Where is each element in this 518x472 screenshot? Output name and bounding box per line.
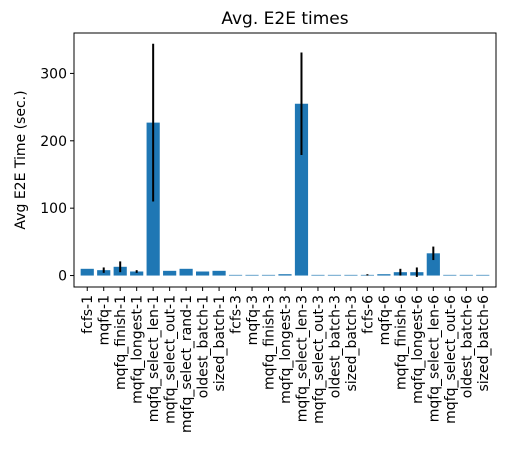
x-tick-label: mqfq_select_len-1: [146, 295, 162, 422]
bar-fcfs-3: [228, 274, 243, 276]
bar-mqfq_longest-3: [278, 274, 292, 276]
y-tick-label: 300: [40, 66, 67, 82]
bar-sized_batch-3: [344, 274, 358, 276]
y-tick-label: 100: [40, 201, 67, 217]
x-tick-label: mqfq_longest-6: [410, 295, 426, 404]
y-axis: 0 100 200 300: [40, 66, 74, 285]
y-tick-label: 0: [58, 269, 67, 285]
bar-mqfq_select_out-1: [163, 270, 177, 276]
x-tick-label: mqfq_finish-3: [262, 295, 278, 390]
error-bars-group: [102, 43, 435, 277]
x-tick-label: sized_batch-6: [476, 295, 492, 392]
bar-fcfs-1: [80, 268, 94, 276]
bar-mqfq_select_out-3: [311, 274, 325, 276]
x-tick-label: oldest_batch-1: [196, 295, 212, 398]
x-tick-label: mqfq-1: [97, 295, 113, 345]
x-tick-label: oldest_batch-3: [327, 295, 343, 398]
x-tick-label: fcfs-3: [229, 295, 245, 334]
bar-oldest_batch-3: [327, 274, 342, 276]
x-tick-label: mqfq_select_rand-1: [179, 295, 195, 433]
plot-frame: [73, 32, 497, 288]
chart-title: Avg. E2E times: [221, 9, 348, 29]
bars-group: [80, 103, 490, 276]
bar-mqfq-6: [377, 274, 391, 276]
x-tick-label: fcfs-1: [80, 295, 96, 334]
bar-oldest_batch-6: [459, 274, 473, 276]
x-tick-label: mqfq_select_out-3: [311, 295, 327, 424]
bar-mqfq_select_len-6: [426, 253, 440, 276]
y-axis-label: Avg E2E Time (sec.): [13, 90, 29, 229]
x-tick-label: mqfq_select_out-6: [443, 295, 459, 424]
x-tick-label: fcfs-6: [360, 295, 376, 334]
x-tick-label: mqfq_finish-1: [113, 295, 129, 390]
bar-mqfq_longest-1: [130, 271, 144, 276]
x-tick-label: mqfq-6: [377, 295, 393, 345]
bar-mqfq_select_len-3: [294, 103, 309, 276]
bar-mqfq-1: [97, 270, 111, 276]
x-tick-label: mqfq_select_out-1: [163, 295, 179, 424]
bar-mqfq_select_rand-1: [179, 268, 193, 276]
bar-mqfq-3: [245, 274, 259, 276]
bar-mqfq_finish-3: [261, 274, 276, 276]
x-tick-label: mqfq_longest-3: [278, 295, 294, 404]
x-axis: fcfs-1 mqfq-1 mqfq_finish-1 mqfq_longest-1 m…: [80, 287, 492, 433]
x-tick-label: mqfq_select_len-6: [426, 295, 442, 422]
x-tick-label: oldest_batch-6: [459, 295, 475, 398]
x-tick-label: mqfq_longest-1: [130, 295, 146, 404]
x-tick-label: mqfq_finish-6: [393, 295, 409, 390]
bar-oldest_batch-1: [196, 271, 210, 276]
bar-mqfq_select_out-6: [443, 274, 457, 276]
y-tick-label: 200: [40, 134, 67, 150]
x-tick-label: sized_batch-1: [212, 295, 228, 392]
bar-sized_batch-6: [476, 274, 490, 276]
x-tick-label: mqfq_select_len-3: [294, 295, 310, 422]
bar-sized_batch-1: [212, 270, 226, 276]
x-tick-label: mqfq-3: [245, 295, 261, 345]
x-tick-label: sized_batch-3: [344, 295, 360, 392]
